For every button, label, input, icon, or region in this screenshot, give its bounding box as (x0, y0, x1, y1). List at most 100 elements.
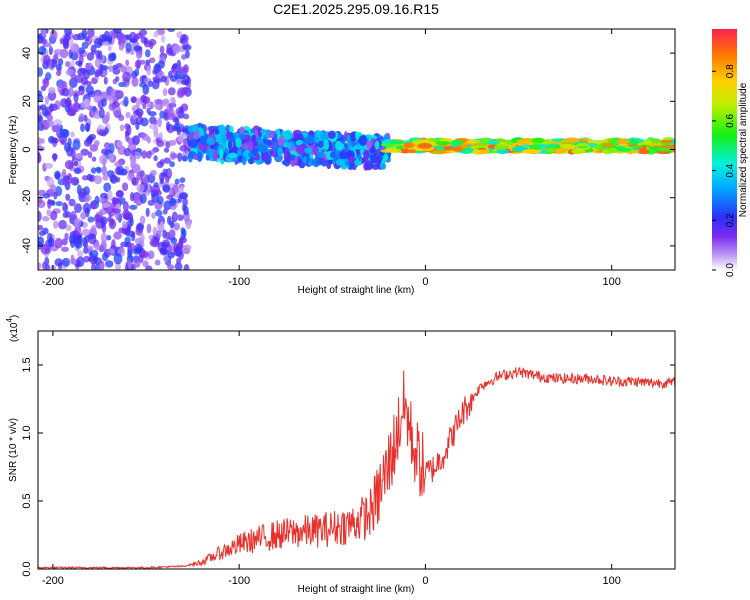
heatmap-cell (290, 150, 297, 157)
heatmap-cell (90, 167, 97, 174)
heatmap-cell (103, 142, 111, 149)
heatmap-cell (235, 137, 242, 149)
heatmap-cell (129, 217, 134, 227)
x-tick-label: 0 (422, 276, 428, 288)
heatmap-cell (54, 170, 61, 180)
heatmap-cell (363, 149, 370, 160)
heatmap-cell (68, 198, 76, 207)
heatmap-cell (173, 222, 181, 231)
heatmap-cell (286, 142, 292, 149)
heatmap-cell (82, 175, 89, 181)
heatmap-cell (122, 182, 129, 191)
heatmap-cell (70, 147, 76, 159)
heatmap-cell (107, 45, 112, 52)
colorbar-tick-label: 0.0 (725, 263, 736, 277)
heatmap-cell (48, 237, 55, 248)
heatmap-cell (68, 86, 74, 97)
heatmap-cell (131, 76, 139, 87)
heatmap-cell (170, 153, 179, 159)
y-tick-label: 0 (21, 146, 33, 152)
colorbar-tick-label: 0.6 (725, 114, 736, 128)
heatmap-cell (154, 259, 161, 266)
heatmap-cell (169, 161, 175, 168)
x-tick-label: -200 (42, 276, 64, 288)
heatmap-cell (327, 130, 336, 139)
heatmap-cell (145, 150, 152, 159)
heatmap-cell (146, 66, 151, 76)
heatmap-cell (162, 88, 168, 97)
heatmap-cell (83, 246, 89, 254)
heatmap-cell (38, 114, 44, 125)
heatmap-cell (38, 262, 42, 270)
heatmap-cell (62, 168, 67, 178)
heatmap-cell (62, 178, 70, 187)
heatmap-cell (110, 174, 118, 184)
heatmap-cell (443, 146, 454, 151)
spectrogram-panel: -200 -100 0 100 40 20 0 -20 -40 Height of strai… (8, 28, 676, 296)
heatmap-cell (50, 103, 58, 112)
heatmap-cell (136, 222, 145, 231)
heatmap-cell (162, 208, 168, 215)
heatmap-cell (86, 85, 94, 96)
heatmap-cell (136, 97, 141, 109)
heatmap-cell (159, 247, 165, 254)
heatmap-cell (312, 146, 319, 155)
heatmap-cell (54, 258, 63, 267)
heatmap-cell (38, 210, 42, 222)
heatmap-cell (146, 223, 152, 234)
heatmap-cell (329, 151, 336, 159)
heatmap-cell (112, 67, 121, 75)
heatmap-cell (472, 149, 481, 154)
heatmap-cell (85, 63, 92, 71)
heatmap-cell (266, 140, 273, 146)
heatmap-cell (220, 133, 227, 144)
heatmap-cell (76, 256, 85, 267)
heatmap-cell (83, 255, 91, 263)
heatmap-cell (106, 94, 112, 101)
heatmap-cell (180, 132, 188, 138)
heatmap-cell (182, 44, 192, 51)
heatmap-cell (320, 131, 329, 141)
heatmap-cell (55, 64, 62, 72)
heatmap-cell (616, 138, 630, 145)
heatmap-cell (42, 216, 50, 222)
heatmap-cell (149, 41, 154, 50)
heatmap-cell (84, 98, 91, 108)
heatmap-cell (149, 238, 157, 247)
heatmap-cell (516, 139, 531, 144)
heatmap-cell (141, 150, 147, 159)
heatmap-cell (403, 142, 414, 149)
heatmap-cell (132, 114, 137, 120)
heatmap-cell (169, 96, 175, 104)
heatmap-cell (248, 152, 254, 158)
heatmap-cell (145, 207, 150, 217)
heatmap-cell (88, 234, 97, 245)
heatmap-cell (145, 59, 151, 65)
heatmap-cell (197, 151, 203, 163)
heatmap-cell (146, 102, 154, 108)
heatmap-cell (551, 138, 563, 142)
heatmap-cell (173, 214, 182, 220)
y-tick-label: 1.0 (21, 425, 33, 440)
heatmap-cell (78, 85, 86, 91)
heatmap-cell (185, 220, 192, 230)
heatmap-cell (53, 119, 63, 127)
heatmap-cell (388, 140, 405, 145)
heatmap-cell (53, 48, 63, 55)
heatmap-cell (157, 117, 162, 128)
heatmap-cell (145, 49, 151, 58)
x-tick-label: -100 (228, 575, 250, 587)
heatmap-cell (127, 242, 136, 251)
heatmap-cell (176, 257, 182, 265)
heatmap-cell (66, 109, 76, 117)
x-tick-label: 100 (602, 276, 620, 288)
y-tick-label: 0.0 (21, 561, 33, 576)
heatmap-cell (129, 38, 138, 44)
heatmap-cell (239, 126, 245, 136)
heatmap-cell (44, 95, 50, 105)
heatmap-cell (50, 30, 58, 41)
heatmap-cell (283, 151, 292, 162)
heatmap-cell (86, 245, 94, 252)
heatmap-cell (514, 146, 529, 151)
heatmap-cell (450, 139, 464, 146)
